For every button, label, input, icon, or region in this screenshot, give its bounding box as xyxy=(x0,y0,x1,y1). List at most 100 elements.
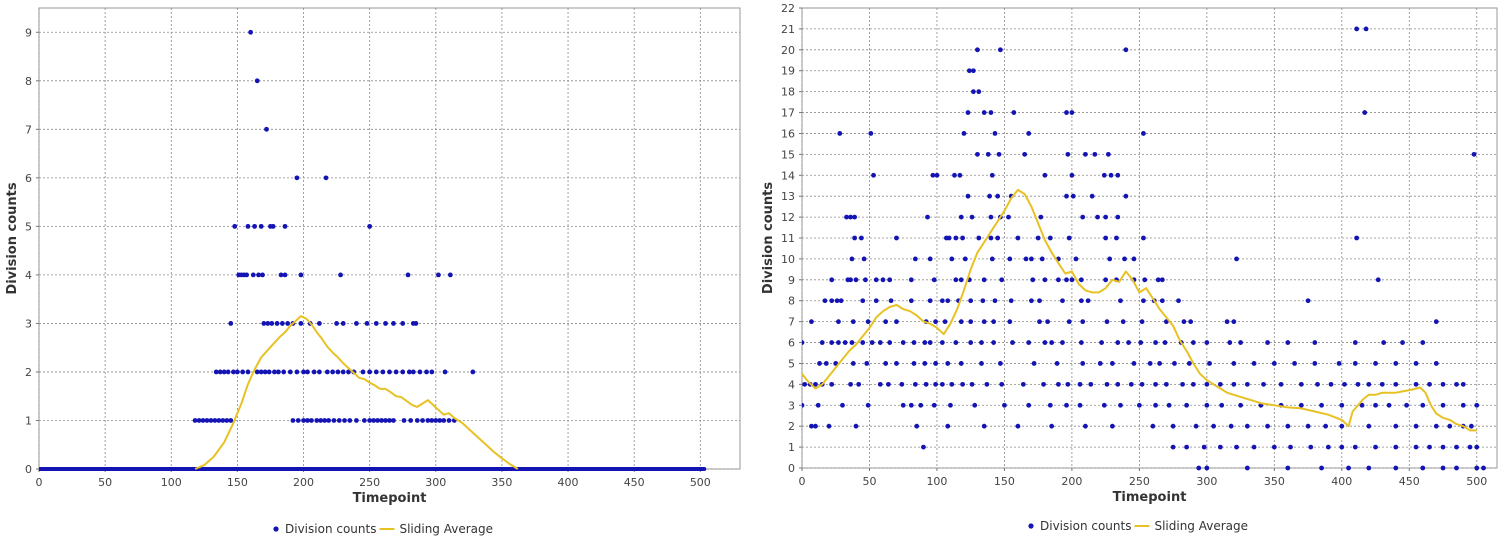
y-tick-label: 4 xyxy=(788,378,795,391)
data-point xyxy=(1039,256,1045,262)
data-point xyxy=(322,418,328,423)
data-point xyxy=(361,418,367,423)
data-point xyxy=(911,340,917,345)
data-point xyxy=(1181,319,1187,325)
data-point xyxy=(1037,319,1042,325)
data-point xyxy=(991,319,997,325)
data-point xyxy=(1373,361,1378,366)
data-point xyxy=(1069,172,1075,178)
data-point xyxy=(433,418,439,423)
data-point xyxy=(245,369,251,375)
data-point xyxy=(1265,340,1270,345)
data-point xyxy=(965,110,971,115)
data-point xyxy=(1404,402,1409,408)
data-point xyxy=(887,340,893,345)
data-point xyxy=(1010,340,1015,345)
data-point xyxy=(1271,361,1277,366)
x-tick-label: 100 xyxy=(161,476,182,489)
data-point xyxy=(976,235,982,241)
data-point xyxy=(1103,235,1109,241)
data-point xyxy=(829,277,835,283)
data-point xyxy=(240,369,246,375)
data-point xyxy=(420,418,425,423)
data-point xyxy=(1474,402,1480,408)
data-point xyxy=(326,418,332,423)
data-point xyxy=(318,418,324,423)
x-axis-title: Timepoint xyxy=(353,491,427,506)
data-point xyxy=(336,418,342,423)
data-point xyxy=(813,381,818,387)
data-point xyxy=(1180,381,1185,387)
data-point xyxy=(1190,381,1196,387)
data-point xyxy=(894,361,899,366)
data-point xyxy=(264,126,269,132)
data-point xyxy=(1298,381,1304,387)
data-point xyxy=(1460,402,1466,408)
data-point xyxy=(1029,298,1034,304)
data-point xyxy=(1041,381,1046,387)
data-point xyxy=(925,214,930,220)
y-tick-label: 21 xyxy=(781,23,795,36)
data-point xyxy=(991,340,997,345)
data-point xyxy=(966,68,972,74)
data-point xyxy=(914,423,920,429)
data-point xyxy=(945,361,951,366)
data-point xyxy=(887,277,893,283)
data-point xyxy=(873,277,879,283)
data-point xyxy=(1352,361,1358,366)
data-point xyxy=(1413,444,1419,450)
data-point xyxy=(220,418,226,423)
data-point xyxy=(424,369,429,375)
y-axis-title: Division counts xyxy=(5,182,20,294)
data-point xyxy=(1115,214,1121,220)
data-point xyxy=(1042,172,1048,178)
data-point xyxy=(282,272,288,278)
data-point xyxy=(912,256,918,262)
data-point xyxy=(1105,151,1111,157)
data-point xyxy=(908,277,914,283)
data-point xyxy=(1244,381,1250,387)
data-point xyxy=(1159,277,1165,283)
data-point xyxy=(933,319,939,325)
y-tick-label: 22 xyxy=(781,2,795,15)
y-tick-label: 1 xyxy=(25,414,32,427)
data-point xyxy=(266,369,272,375)
data-point xyxy=(323,175,329,181)
data-point xyxy=(949,381,955,387)
data-point xyxy=(1007,319,1013,325)
data-point xyxy=(254,78,260,84)
data-point xyxy=(408,418,414,423)
data-point xyxy=(850,319,856,325)
data-point xyxy=(1104,381,1110,387)
data-point xyxy=(953,340,959,345)
data-point xyxy=(1285,465,1291,471)
data-point xyxy=(1393,465,1399,471)
legend: Division counts Sliding Average xyxy=(273,522,493,536)
data-point xyxy=(1023,256,1029,262)
data-point xyxy=(865,319,871,325)
y-tick-label: 13 xyxy=(781,190,795,203)
data-point xyxy=(414,418,420,423)
data-point xyxy=(969,381,975,387)
data-point xyxy=(1454,465,1459,471)
data-point xyxy=(1049,423,1055,429)
data-point xyxy=(1474,444,1480,450)
data-point xyxy=(972,402,978,408)
data-point xyxy=(984,381,990,387)
data-point xyxy=(968,319,974,325)
y-tick-label: 3 xyxy=(25,317,32,330)
data-point xyxy=(373,321,379,326)
x-tick-label: 400 xyxy=(558,476,579,489)
data-point xyxy=(309,418,314,423)
x-tick-label: 0 xyxy=(36,476,43,489)
data-point xyxy=(256,272,261,278)
x-tick-label: 350 xyxy=(1264,475,1285,488)
data-point xyxy=(1234,444,1239,450)
data-point xyxy=(1433,423,1439,429)
data-point xyxy=(413,321,419,326)
data-point xyxy=(1042,340,1048,345)
y-tick-label: 7 xyxy=(25,123,32,136)
data-point xyxy=(1433,361,1439,366)
data-point xyxy=(848,381,853,387)
data-point xyxy=(373,369,379,375)
